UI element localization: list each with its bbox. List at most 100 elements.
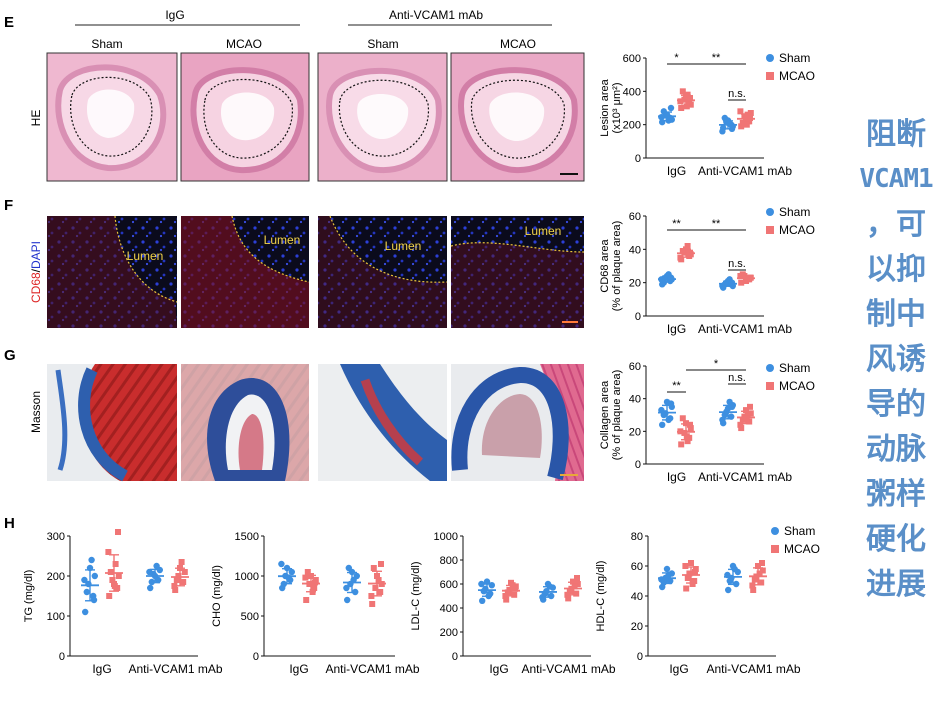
data-point-sham (725, 586, 732, 594)
legend-marker-sham (766, 208, 774, 216)
data-point-mcao (312, 579, 318, 586)
data-point-mcao (684, 243, 691, 249)
data-point-mcao (683, 246, 689, 253)
data-point-sham (479, 597, 486, 604)
significance-label: ** (712, 52, 721, 64)
data-point-sham (81, 576, 88, 584)
data-point-sham (659, 421, 666, 428)
data-point-mcao (374, 573, 380, 579)
data-point-mcao (743, 415, 750, 422)
data-point-mcao (756, 570, 763, 577)
data-point-sham (344, 596, 351, 604)
data-point-mcao (306, 581, 313, 587)
x-tick-label: IgG (669, 662, 688, 676)
col-header-mcao-2: MCAO (500, 37, 536, 51)
data-point-mcao (573, 590, 580, 597)
data-point-mcao (303, 597, 310, 603)
data-point-mcao (309, 589, 316, 595)
data-point-sham (726, 577, 733, 585)
data-point-mcao (181, 569, 188, 575)
significance-label: * (674, 52, 679, 64)
data-point-mcao (302, 574, 309, 581)
data-point-mcao (679, 248, 686, 254)
data-point-sham (733, 580, 740, 588)
y-axis-label: Lesion area (599, 78, 611, 136)
data-point-mcao (738, 425, 745, 432)
chart-e: 0 200 400 600 Lesion area (x10³ μm²) IgG Anti-V… (599, 51, 815, 178)
y-axis-label: CHO (mg/dl) (211, 565, 223, 627)
lumen-label: Lumen (525, 224, 562, 238)
legend-marker-sham (771, 527, 779, 535)
data-point-sham (665, 571, 672, 579)
legend-label-sham: Sham (784, 524, 815, 538)
y-axis-label: HDL-C (mg/dl) (595, 561, 607, 632)
data-point-sham (721, 411, 728, 419)
data-point-mcao (684, 438, 691, 445)
y-tick-label: 800 (440, 555, 458, 567)
data-point-mcao (107, 569, 114, 575)
data-point-mcao (565, 595, 572, 602)
lumen-label: Lumen (385, 239, 422, 253)
data-point-sham (667, 274, 675, 281)
he-image-anti-sham (317, 52, 448, 182)
row-label-masson: Masson (29, 391, 43, 433)
data-point-sham (83, 588, 91, 596)
data-point-mcao (178, 559, 185, 565)
data-point-sham (548, 592, 555, 600)
data-point-mcao (369, 601, 376, 607)
data-point-mcao (737, 273, 744, 279)
data-point-mcao (377, 589, 384, 595)
data-point-mcao (570, 578, 576, 585)
y-tick-label: 20 (629, 278, 641, 290)
data-point-sham (658, 406, 665, 414)
data-point-sham (148, 578, 155, 586)
data-point-mcao (311, 585, 318, 591)
data-point-mcao (173, 577, 180, 583)
y-axis-label: LDL-C (mg/dl) (410, 561, 422, 630)
data-point-mcao (737, 108, 744, 115)
data-point-sham (352, 588, 359, 596)
legend-marker-mcao (766, 226, 774, 234)
legend-label-mcao: MCAO (779, 69, 815, 83)
x-tick-label: IgG (667, 164, 686, 178)
panel-letter-e: E (4, 14, 14, 31)
data-point-mcao (682, 563, 689, 569)
data-point-mcao (503, 596, 510, 603)
y-axis-label: Collagen area (599, 380, 611, 449)
y-tick-label: 400 (623, 86, 641, 98)
panel-letter-h: H (4, 515, 15, 532)
data-point-sham (82, 608, 89, 616)
data-point-sham (480, 588, 487, 595)
legend-marker-sham (766, 364, 774, 372)
chart-g: 0 20 40 60 Collagen area (% of plaque area) Ig… (599, 358, 815, 484)
data-point-sham (665, 117, 672, 124)
y-tick-label: 600 (440, 579, 458, 591)
data-point-sham (488, 582, 495, 589)
y-tick-label: 300 (47, 531, 65, 543)
lumen-label: Lumen (127, 249, 164, 263)
masson-image-igg-sham (47, 364, 177, 482)
x-tick-label: IgG (289, 662, 308, 676)
data-point-mcao (747, 410, 754, 417)
data-point-mcao (751, 576, 758, 583)
legend-marker-mcao (766, 72, 774, 80)
x-tick-label: Anti-VCAM1 mAb (698, 164, 792, 178)
data-point-sham (153, 562, 160, 570)
data-point-mcao (683, 420, 689, 427)
significance-label: ** (712, 218, 721, 230)
data-point-mcao (115, 529, 121, 535)
data-point-mcao (744, 412, 751, 418)
data-point-mcao (308, 573, 314, 579)
significance-label: ** (672, 218, 681, 230)
data-point-mcao (172, 587, 179, 593)
data-point-mcao (112, 561, 119, 567)
y-tick-label: 400 (440, 603, 458, 615)
data-point-mcao (368, 593, 375, 599)
y-tick-label: 200 (47, 571, 65, 583)
data-point-mcao (511, 591, 518, 598)
data-point-mcao (759, 567, 766, 574)
data-point-mcao (743, 407, 749, 414)
y-tick-label: 60 (631, 561, 643, 573)
chart-h-ldl: 0 200 400 600 800 1000 LDL-C (mg/dl) IgG Anti-VC… (410, 531, 616, 676)
